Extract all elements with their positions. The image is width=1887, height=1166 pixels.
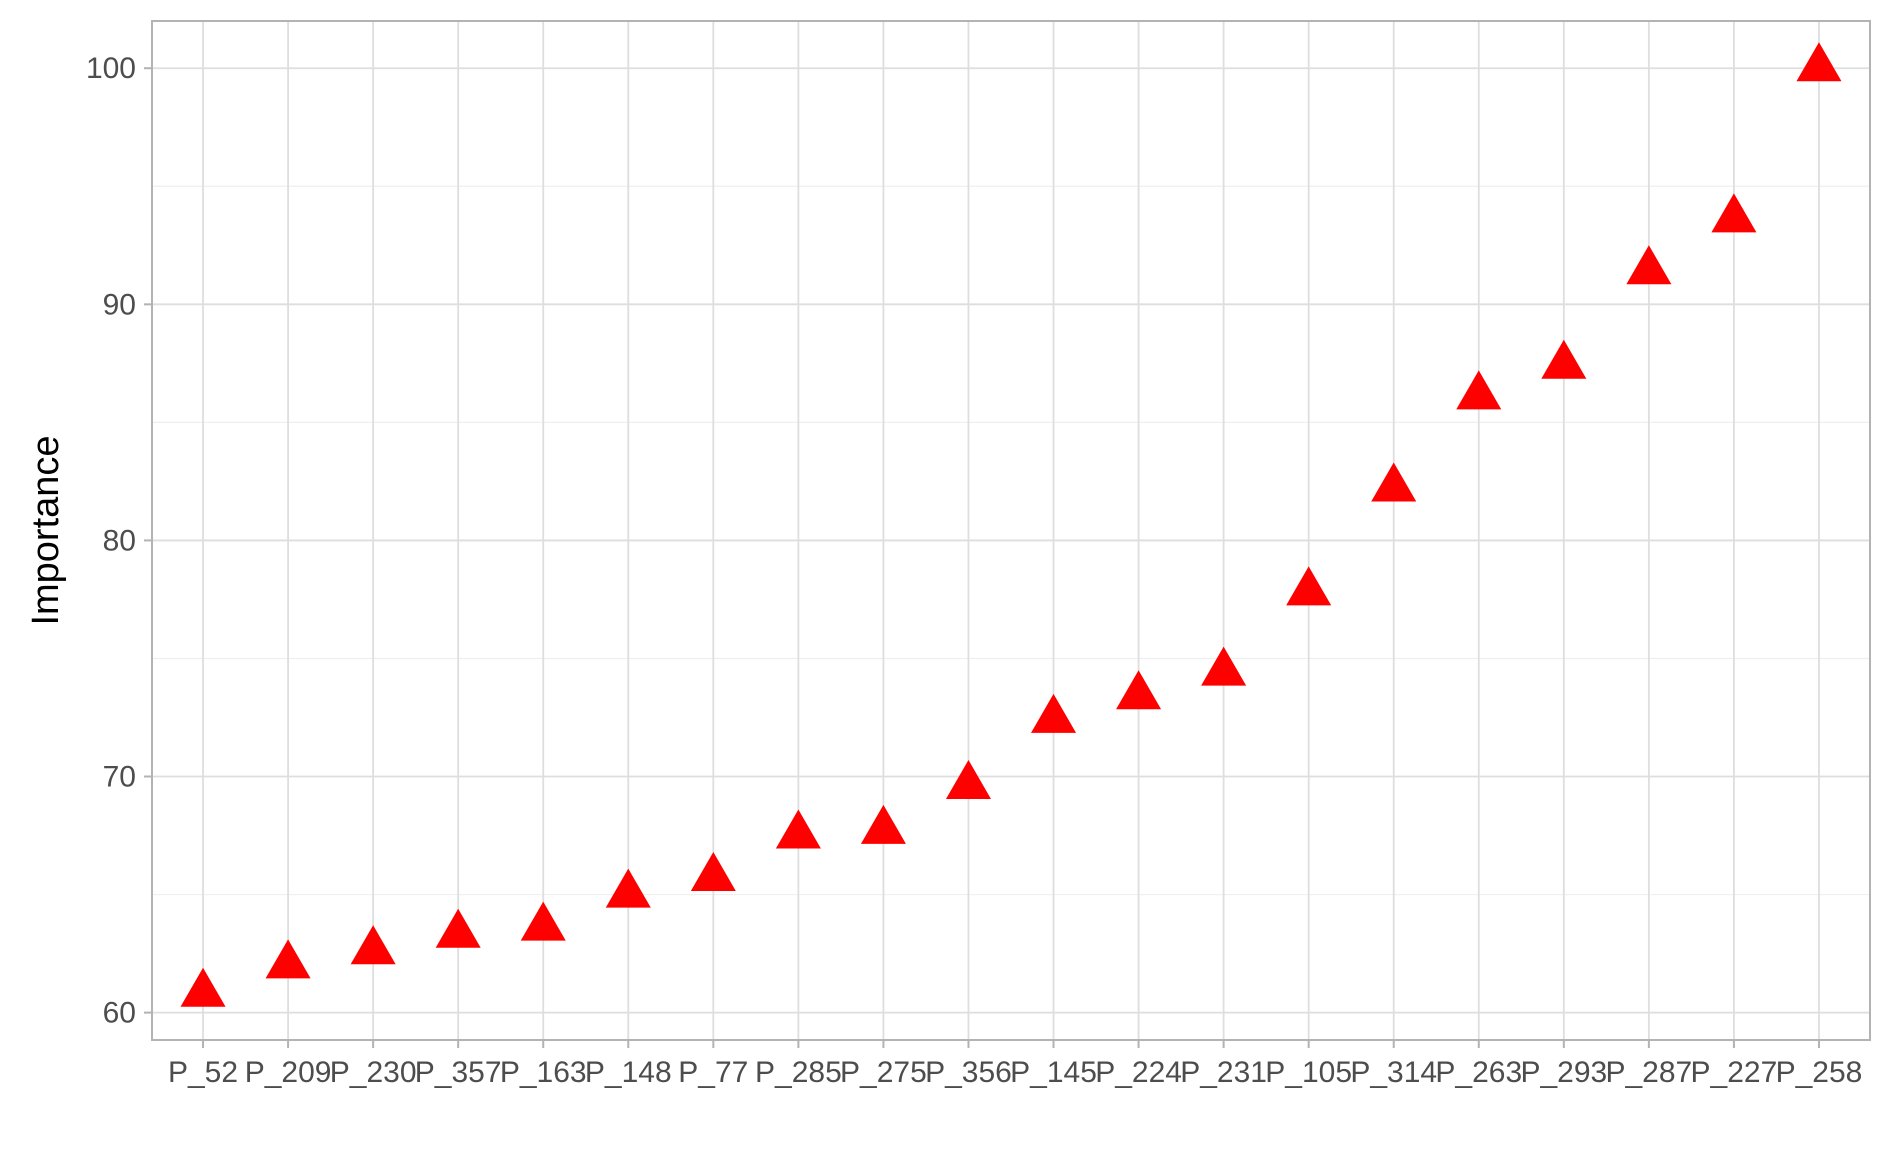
data-point-p-227 [1711,193,1757,233]
data-point-p-263 [1456,370,1502,410]
data-point-p-145 [1031,693,1077,733]
data-point-p-105 [1286,566,1332,606]
data-point-p-285 [775,809,821,849]
x-tick-label: P_224 [1095,1056,1182,1089]
x-tick-label: P_263 [1435,1056,1522,1089]
data-point-p-77 [690,852,736,892]
x-tick-label: P_293 [1520,1056,1607,1089]
y-tick-label: 90 [103,288,136,321]
y-axis-ticks: 60 70 80 90 100 [86,52,152,1030]
data-point-p-231 [1201,646,1247,686]
y-tick-label: 70 [103,761,136,794]
data-point-p-275 [860,804,906,844]
x-tick-label: P_209 [245,1056,332,1089]
data-point-p-163 [520,901,566,941]
x-tick-label: P_314 [1350,1056,1437,1089]
x-tick-label: P_227 [1691,1056,1778,1089]
x-tick-label: P_52 [168,1056,238,1089]
x-tick-label: P_148 [585,1056,672,1089]
x-tick-label: P_356 [925,1056,1012,1089]
major-gridlines [152,21,1870,1040]
x-tick-label: P_258 [1776,1056,1863,1089]
data-point-p-209 [265,939,311,979]
data-point-p-293 [1541,339,1587,379]
data-point-p-258 [1796,42,1842,82]
data-point-p-148 [605,868,651,908]
x-tick-label: P_163 [500,1056,587,1089]
x-tick-label: P_357 [415,1056,502,1089]
minor-gridlines [152,185,1870,896]
data-point-p-357 [435,908,481,948]
data-point-p-314 [1371,462,1417,502]
data-point-p-287 [1626,245,1672,285]
x-tick-label: P_285 [755,1056,842,1089]
x-tick-label: P_77 [678,1056,748,1089]
y-axis-title: Importance [25,435,67,625]
x-tick-label: P_287 [1605,1056,1692,1089]
panel-border [151,20,1871,1041]
x-tick-label: P_275 [840,1056,927,1089]
data-point-p-224 [1116,670,1162,710]
x-tick-label: P_105 [1265,1056,1352,1089]
y-tick-label: 60 [103,997,136,1030]
data-point-p-52 [180,967,226,1007]
y-tick-label: 100 [86,52,136,85]
x-tick-label: P_145 [1010,1056,1097,1089]
data-point-p-230 [350,925,396,965]
x-tick-label: P_230 [330,1056,417,1089]
data-point-p-356 [945,759,991,799]
y-tick-label: 80 [103,524,136,557]
data-points [180,42,1842,1007]
x-tick-label: P_231 [1180,1056,1267,1089]
